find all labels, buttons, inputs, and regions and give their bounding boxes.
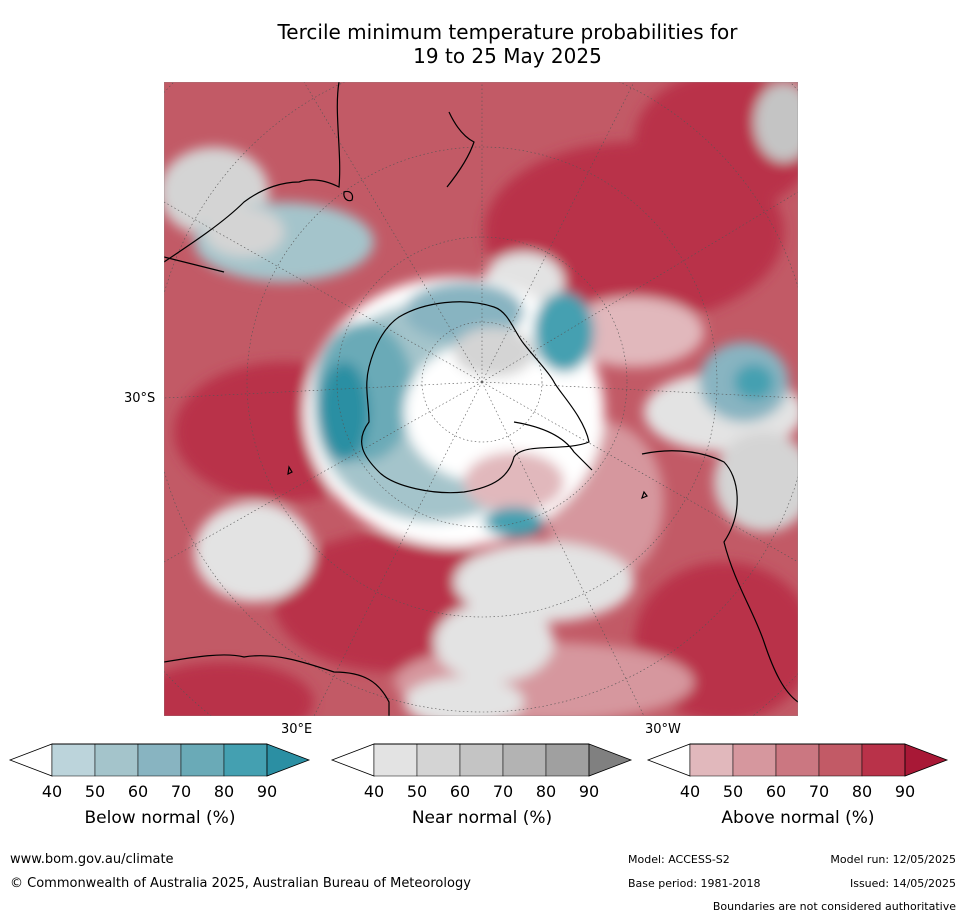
legend-color-segment [861, 743, 906, 777]
lat-label-30s: 30°S [124, 391, 156, 406]
lon-label-30e: 30°E [281, 722, 313, 737]
legend-below-colorbar [8, 743, 311, 777]
legend-color-segment [689, 743, 734, 777]
legend-tick-label: 60 [127, 782, 149, 801]
chart-title: Tercile minimum temperature probabilitie… [0, 20, 965, 68]
title-line-1: Tercile minimum temperature probabilitie… [277, 20, 738, 44]
legend-tick-label: 70 [492, 782, 514, 801]
legend-color-segment [223, 743, 268, 777]
legend-tick-label: 90 [578, 782, 600, 801]
footer-base-period: Base period: 1981-2018 [628, 877, 761, 890]
legend-low-extend-triangle [8, 743, 53, 777]
legend-tick-label: 40 [363, 782, 385, 801]
new-zealand-coast [446, 111, 475, 188]
legend-near-label: Near normal (%) [411, 808, 553, 828]
legend-tick-label: 50 [406, 782, 428, 801]
antarctic-peninsula [513, 421, 593, 471]
graticule [164, 82, 798, 716]
legend-near-colorbar [330, 743, 633, 777]
legend-color-segment [137, 743, 182, 777]
legend-high-extend-triangle [904, 743, 949, 777]
legend-above [646, 740, 949, 777]
legend-tick-label: 70 [170, 782, 192, 801]
footer-copyright: © Commonwealth of Australia 2025, Austra… [10, 876, 471, 891]
legend-tick-label: 50 [84, 782, 106, 801]
footer-model-run: Model run: 12/05/2025 [830, 853, 956, 866]
legend-color-segment [502, 743, 547, 777]
africa-coast [164, 654, 390, 716]
legend-tick-label: 40 [679, 782, 701, 801]
legend-tick-label: 80 [851, 782, 873, 801]
legend-color-segment [818, 743, 863, 777]
lon-label-30w: 30°W [645, 722, 681, 737]
legend-near [330, 740, 633, 777]
legend-color-segment [459, 743, 504, 777]
legend-color-segment [51, 743, 96, 777]
legend-low-extend-triangle [646, 743, 691, 777]
legend-tick-label: 60 [765, 782, 787, 801]
legend-color-segment [180, 743, 225, 777]
footer-disclaimer: Boundaries are not considered authoritat… [712, 900, 956, 913]
legend-tick-label: 50 [722, 782, 744, 801]
legend-tick-label: 70 [808, 782, 830, 801]
footer-issued: Issued: 14/05/2025 [849, 877, 956, 890]
legend-color-segment [732, 743, 777, 777]
legend-color-segment [775, 743, 820, 777]
title-line-2: 19 to 25 May 2025 [413, 44, 602, 68]
legend-low-extend-triangle [330, 743, 375, 777]
footer-website: www.bom.gov.au/climate [10, 852, 174, 867]
legend-high-extend-triangle [588, 743, 633, 777]
south-america-coast [641, 450, 798, 703]
australia-coast [164, 82, 341, 263]
legend-color-segment [416, 743, 461, 777]
map-canvas [164, 82, 798, 716]
legend-near-ticks: 40 50 60 70 80 90 [332, 782, 632, 802]
legend-tick-label: 90 [256, 782, 278, 801]
legend-above-colorbar [646, 743, 949, 777]
legend-tick-label: 80 [213, 782, 235, 801]
legend-tick-label: 60 [449, 782, 471, 801]
legend-below-label: Below normal (%) [84, 808, 236, 828]
footer-model: Model: ACCESS-S2 [628, 853, 730, 866]
legend-high-extend-triangle [266, 743, 311, 777]
legend-tick-label: 80 [535, 782, 557, 801]
coastlines [164, 82, 798, 716]
legend-color-segment [545, 743, 590, 777]
legend-tick-label: 90 [894, 782, 916, 801]
legend-tick-label: 40 [41, 782, 63, 801]
legend-above-label: Above normal (%) [721, 808, 875, 828]
legend-above-ticks: 40 50 60 70 80 90 [648, 782, 948, 802]
probability-map [164, 82, 798, 716]
legend-below [8, 740, 311, 777]
legend-below-ticks: 40 50 60 70 80 90 [10, 782, 310, 802]
legend-color-segment [373, 743, 418, 777]
antarctica-coast [360, 301, 590, 494]
legend-color-segment [94, 743, 139, 777]
